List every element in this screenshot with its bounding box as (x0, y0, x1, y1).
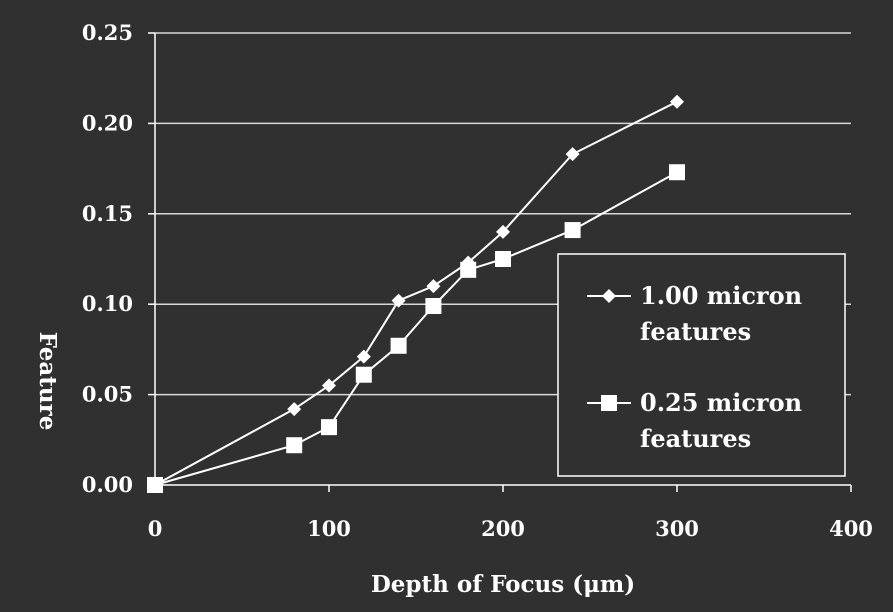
data-point-diamond (391, 293, 406, 308)
tick-labels: 0.00 0.05 0.10 0.15 0.20 0.25 0 100 200 300 400 (82, 20, 873, 541)
legend-label: 1.00 micron (640, 281, 802, 310)
y-tick-label: 0.10 (82, 291, 133, 316)
legend-diamond-marker (602, 289, 616, 303)
x-tick-label: 400 (829, 516, 873, 541)
y-tick-label: 0.15 (82, 201, 133, 226)
data-point-diamond (356, 349, 371, 364)
x-tick-label: 300 (655, 516, 699, 541)
legend-label: features (640, 317, 751, 346)
y-axis-title: Feature (34, 332, 61, 431)
x-tick-label: 200 (481, 516, 525, 541)
data-point-diamond (287, 402, 302, 417)
series-line (154, 171, 678, 486)
data-point-square (286, 437, 303, 454)
legend-item: 0.25 micron features (587, 388, 802, 453)
data-point-diamond (426, 279, 441, 294)
y-tick-label: 0.20 (82, 110, 133, 135)
data-point-diamond (322, 378, 336, 393)
data-point-square (147, 477, 163, 493)
data-point-square (669, 164, 685, 181)
data-point-diamond (496, 224, 510, 239)
y-tick-label: 0.00 (82, 472, 133, 497)
legend-box (557, 253, 846, 477)
series-0 (148, 94, 684, 492)
x-tick-label: 0 (148, 516, 163, 541)
data-point-square (425, 298, 442, 315)
data-point-square (390, 337, 407, 354)
data-point-diamond (565, 147, 580, 162)
y-tick-label: 0.05 (82, 382, 133, 407)
data-point-square (321, 419, 337, 436)
x-tick-label: 100 (307, 516, 351, 541)
y-tick-label: 0.25 (82, 20, 133, 45)
series-line (154, 100, 678, 486)
data-point-square (495, 251, 511, 267)
data-point-square (460, 261, 477, 278)
series (147, 94, 685, 493)
data-point-square (564, 222, 581, 239)
x-axis-title: Depth of Focus (μm) (371, 571, 635, 598)
legend-item: 1.00 micron features (587, 281, 802, 346)
legend: 1.00 micron features 0.25 micron features (557, 253, 846, 477)
data-point-diamond (670, 94, 684, 109)
legend-square-marker (601, 395, 617, 411)
legend-label: 0.25 micron (640, 388, 802, 417)
legend-label: features (640, 424, 751, 453)
data-point-square (355, 366, 372, 383)
series-1 (147, 164, 685, 493)
